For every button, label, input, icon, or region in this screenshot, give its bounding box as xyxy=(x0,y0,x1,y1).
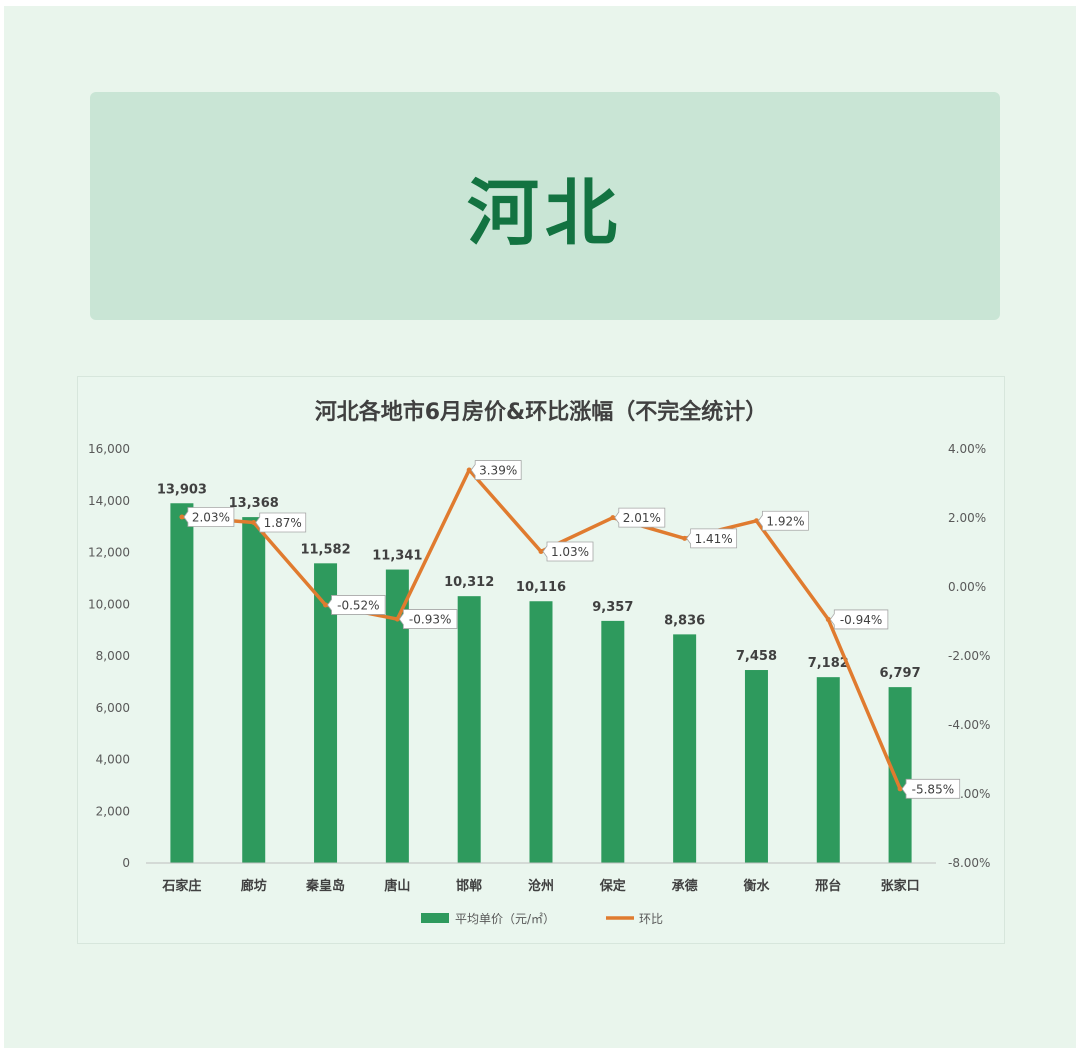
line-value-label: -0.94% xyxy=(840,613,882,627)
x-tick-label: 张家口 xyxy=(881,878,920,894)
left-tick-label: 12,000 xyxy=(88,546,130,560)
line-value-label: -0.93% xyxy=(409,613,451,627)
line-value-label: 1.41% xyxy=(695,532,733,546)
line-label-callout xyxy=(183,507,235,527)
chart-title: 河北各地市6月房价&环比涨幅（不完全统计） xyxy=(315,399,768,425)
bar xyxy=(601,620,625,863)
x-tick-label: 石家庄 xyxy=(161,878,201,894)
bar xyxy=(744,670,768,863)
x-axis: 石家庄 廊坊 秦皇岛 唐山 邯郸 沧州 保定 承德 衡水 邢台 张家口 xyxy=(146,862,936,894)
left-tick-label: 16,000 xyxy=(88,442,130,456)
bar-data-labels: 13,903 13,368 11,582 11,341 10,312 10,116 9,35… xyxy=(157,482,921,681)
banner-title: 河北 xyxy=(466,170,623,255)
line-point xyxy=(682,535,688,541)
line-point xyxy=(251,519,257,525)
x-tick-label: 沧州 xyxy=(528,878,554,894)
bar xyxy=(457,596,481,863)
bar xyxy=(385,569,409,863)
line-label-callout xyxy=(398,609,458,629)
line-series xyxy=(179,467,903,792)
line-point xyxy=(753,518,759,524)
bar-value-label: 7,458 xyxy=(736,649,777,664)
legend: 平均单价（元/㎡） 环比 xyxy=(421,912,663,926)
line-value-label: 2.01% xyxy=(623,511,661,525)
line-label-callout xyxy=(614,507,666,528)
x-tick-label: 衡水 xyxy=(743,878,770,894)
line-label-callout xyxy=(686,528,738,549)
bar-value-label: 13,903 xyxy=(157,482,207,497)
left-tick-label: 0 xyxy=(122,856,130,870)
line-point xyxy=(897,786,903,792)
bar xyxy=(529,601,553,863)
left-tick-label: 14,000 xyxy=(88,494,130,508)
line-value-label: 1.87% xyxy=(264,516,302,530)
x-tick-label: 廊坊 xyxy=(241,878,267,894)
line-point xyxy=(394,616,400,622)
legend-line-label: 环比 xyxy=(639,912,663,926)
bar xyxy=(673,634,697,863)
line-value-label: 1.92% xyxy=(766,514,804,528)
line-label-callout xyxy=(542,541,594,562)
x-tick-label: 邯郸 xyxy=(456,878,482,894)
left-tick-label: 10,000 xyxy=(88,597,130,611)
right-tick-label: -8.00% xyxy=(948,856,990,870)
x-tick-label: 唐山 xyxy=(384,878,410,894)
line-label-callout xyxy=(757,510,809,531)
x-tick-label: 邢台 xyxy=(815,878,841,894)
line-point xyxy=(825,616,831,622)
bar-value-label: 8,836 xyxy=(664,613,705,628)
bar-value-label: 11,582 xyxy=(300,542,350,557)
bar xyxy=(816,677,840,863)
line-label-callout xyxy=(255,512,307,533)
legend-bar-label: 平均单价（元/㎡） xyxy=(455,912,555,926)
left-tick-label: 6,000 xyxy=(96,701,130,715)
right-tick-label: 0.00% xyxy=(948,580,986,594)
left-tick-label: 8,000 xyxy=(96,649,130,663)
line-value-label: -0.52% xyxy=(337,598,379,612)
line-label-callout xyxy=(470,460,522,480)
left-tick-label: 2,000 xyxy=(96,804,130,818)
line-label-callout xyxy=(829,609,889,630)
right-axis: -8.00%-6.00%-4.00%-2.00%0.00%2.00%4.00% xyxy=(948,442,990,870)
line-value-label: 3.39% xyxy=(479,464,517,478)
combo-chart: 河北各地市6月房价&环比涨幅（不完全统计） 0 2,000 4,000 6,000 8,… xyxy=(88,399,990,926)
bar-value-label: 13,368 xyxy=(229,496,279,511)
line-point xyxy=(538,548,544,554)
right-tick-label: 4.00% xyxy=(948,442,986,456)
bar-value-label: 6,797 xyxy=(880,666,921,681)
bar-value-label: 11,341 xyxy=(372,549,422,564)
right-tick-label: -2.00% xyxy=(948,649,990,663)
line-point xyxy=(466,467,472,473)
bar-value-label: 7,182 xyxy=(808,656,849,671)
bar xyxy=(170,503,194,863)
line-point xyxy=(179,514,185,520)
bar-value-label: 10,312 xyxy=(444,575,494,590)
line-point xyxy=(323,602,329,608)
x-tick-label: 秦皇岛 xyxy=(305,878,345,894)
bar-series xyxy=(170,503,912,863)
bar xyxy=(242,517,266,863)
right-tick-label: -4.00% xyxy=(948,718,990,732)
line-label-callout xyxy=(327,595,386,615)
bar-value-label: 9,357 xyxy=(592,600,633,615)
line-point xyxy=(610,515,616,521)
line-value-label: 2.03% xyxy=(192,510,230,524)
line-data-labels: 2.03% 1.87% -0.52% -0.93% 3.39% 1.03% 2.01% 1.4… xyxy=(183,460,961,799)
right-tick-label: 2.00% xyxy=(948,511,986,525)
chart-panel: 河北各地市6月房价&环比涨幅（不完全统计） 0 2,000 4,000 6,000 8,… xyxy=(77,376,1005,944)
bar xyxy=(888,687,912,863)
x-tick-label: 保定 xyxy=(599,878,626,894)
title-banner: 河北 xyxy=(90,92,1000,320)
line-label-callout xyxy=(901,778,961,799)
x-tick-label: 承德 xyxy=(672,878,698,894)
bar xyxy=(314,563,338,863)
bar-value-label: 10,116 xyxy=(516,580,566,595)
left-tick-label: 4,000 xyxy=(96,753,130,767)
legend-bar-swatch xyxy=(421,913,449,923)
line-value-label: 1.03% xyxy=(551,545,589,559)
left-axis: 0 2,000 4,000 6,000 8,000 10,000 12,000 14,000 1… xyxy=(88,442,130,870)
line-value-label: -5.85% xyxy=(912,782,954,796)
